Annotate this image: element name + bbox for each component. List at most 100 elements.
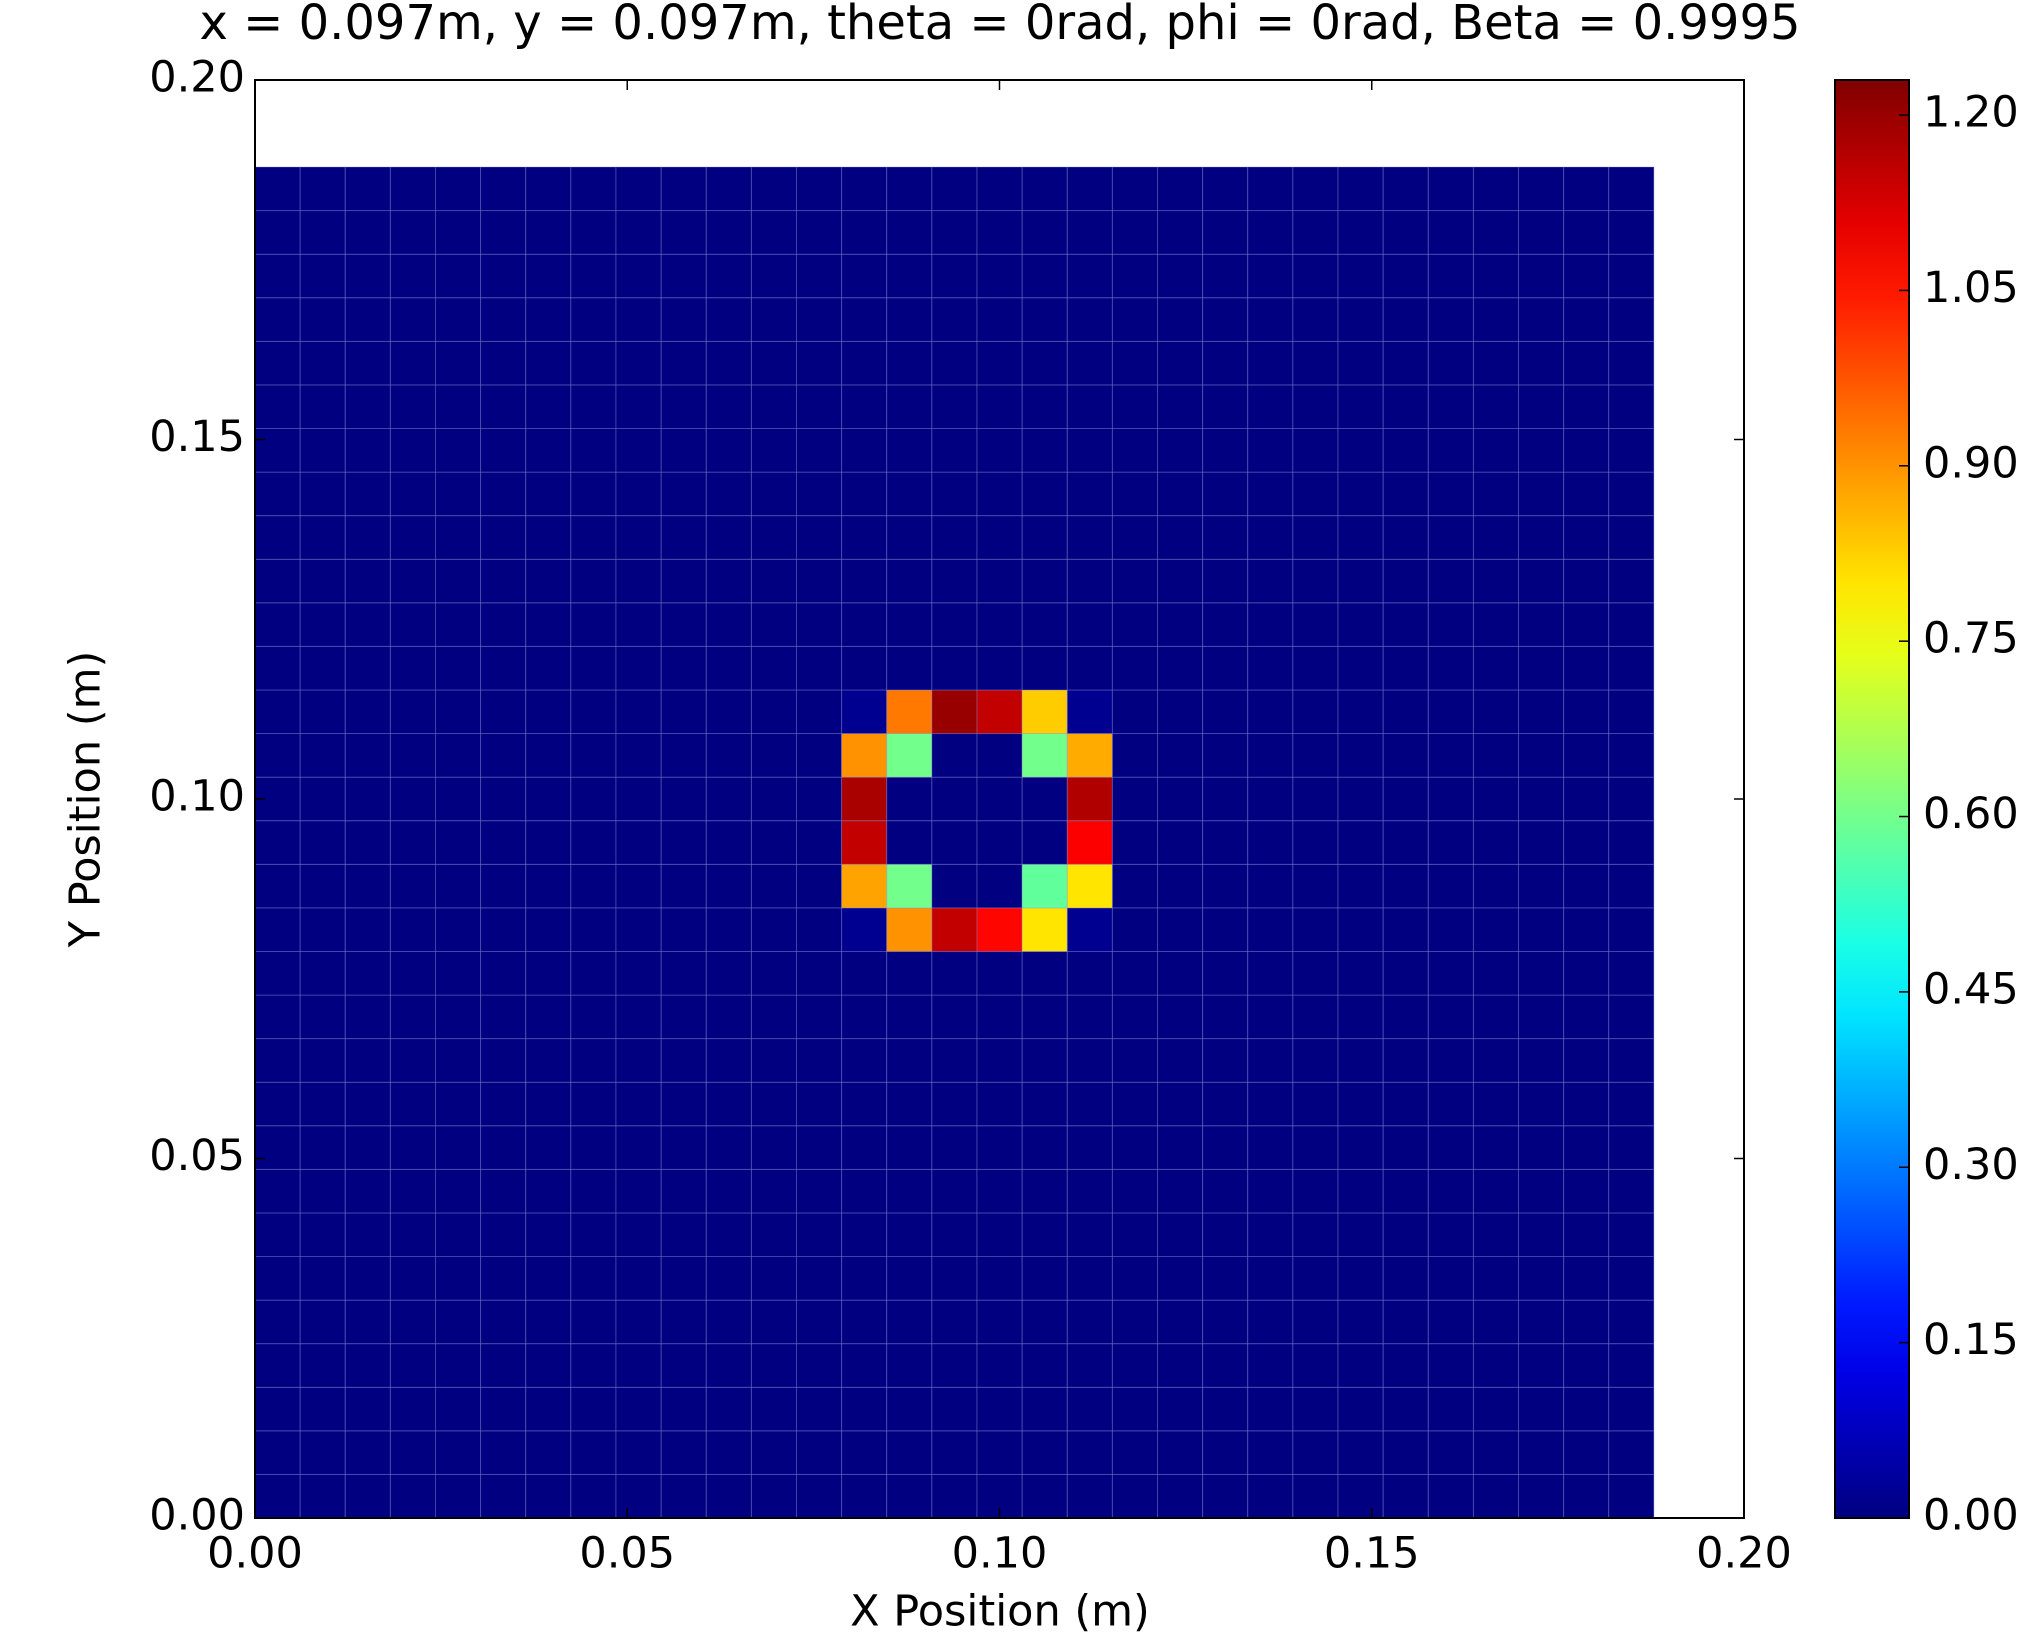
heatmap-cell: [1066, 733, 1113, 778]
heatmap-cell: [750, 1212, 798, 1258]
heatmap-cell: [1202, 1256, 1249, 1301]
heatmap-cell: [525, 1430, 572, 1475]
heatmap-cell: [660, 427, 707, 473]
heatmap-cell: [1111, 1299, 1159, 1345]
heatmap-cell: [1608, 1168, 1655, 1214]
heatmap-cell: [615, 1473, 662, 1519]
heatmap-cell: [841, 689, 888, 735]
colorbar-tick-label: 0.45: [1923, 964, 2019, 1014]
heatmap-cell: [1608, 297, 1655, 342]
heatmap-cell: [299, 1299, 346, 1345]
heatmap-cell: [660, 1430, 707, 1475]
heatmap-cell: [299, 427, 346, 473]
heatmap-cell: [1427, 907, 1474, 952]
heatmap-cell: [525, 384, 572, 429]
heatmap-cell: [796, 427, 843, 473]
heatmap-cell: [1518, 297, 1565, 342]
heatmap-cell: [435, 994, 482, 1040]
heatmap-cell: [525, 863, 572, 909]
heatmap-cell: [254, 863, 301, 909]
heatmap-cell: [1111, 1168, 1159, 1214]
heatmap-cell: [389, 340, 437, 386]
heatmap-cell: [931, 1212, 978, 1258]
heatmap-cell: [1518, 253, 1565, 299]
heatmap-cell: [1382, 1343, 1429, 1388]
heatmap-cell: [1292, 515, 1339, 560]
heatmap-cell: [931, 1473, 978, 1519]
heatmap-cell: [1066, 340, 1113, 386]
heatmap-cell: [1202, 645, 1249, 691]
x-tick-label: 0.15: [1324, 1529, 1420, 1579]
heatmap-cell: [254, 297, 301, 342]
heatmap-cell: [1382, 1212, 1429, 1258]
heatmap-cell: [570, 253, 617, 299]
heatmap-cell: [480, 515, 527, 560]
heatmap-cell: [344, 1473, 391, 1519]
heatmap-cell: [750, 602, 798, 647]
heatmap-cell: [705, 907, 752, 952]
heatmap-cell: [1472, 776, 1520, 822]
heatmap-cell: [976, 776, 1023, 822]
heatmap-cell: [344, 776, 391, 822]
heatmap-cell: [796, 820, 843, 865]
heatmap-cell: [1337, 1212, 1384, 1258]
heatmap-cell: [750, 1386, 798, 1432]
heatmap-cell: [1563, 820, 1610, 865]
heatmap-cell: [1382, 602, 1429, 647]
heatmap-cell: [570, 297, 617, 342]
heatmap-cell: [931, 471, 978, 517]
heatmap-cell: [1247, 340, 1294, 386]
heatmap-cell: [1337, 820, 1384, 865]
heatmap-cell: [299, 297, 346, 342]
heatmap-cell: [750, 1299, 798, 1345]
heatmap-cell: [1427, 950, 1474, 996]
heatmap-cell: [1337, 515, 1384, 560]
heatmap-cell: [1247, 950, 1294, 996]
heatmap-cell: [525, 1343, 572, 1388]
heatmap-cell: [796, 1386, 843, 1432]
heatmap-cell: [841, 471, 888, 517]
heatmap-cell: [389, 1430, 437, 1475]
heatmap-cell: [570, 471, 617, 517]
heatmap-cell: [389, 1473, 437, 1519]
heatmap-cell: [1382, 1081, 1429, 1127]
heatmap-cell: [1427, 863, 1474, 909]
heatmap-cell: [1111, 253, 1159, 299]
heatmap-cell: [931, 427, 978, 473]
heatmap-cell: [254, 1168, 301, 1214]
heatmap-cell: [1247, 210, 1294, 255]
heatmap-cell: [1157, 471, 1204, 517]
heatmap-cell: [344, 427, 391, 473]
heatmap-cell: [1472, 994, 1520, 1040]
heatmap-cell: [254, 515, 301, 560]
heatmap-cell: [1608, 863, 1655, 909]
heatmap-cell: [886, 384, 933, 429]
heatmap-cell: [1157, 210, 1204, 255]
heatmap-cell: [1157, 253, 1204, 299]
heatmap-cell: [1202, 820, 1249, 865]
heatmap-cell: [1066, 297, 1113, 342]
heatmap-cell: [570, 166, 617, 212]
heatmap-cell: [1021, 1081, 1068, 1127]
heatmap-cell: [1518, 515, 1565, 560]
heatmap-cell: [435, 340, 482, 386]
colorbar-tick-label: 1.20: [1923, 88, 2019, 138]
heatmap-cell: [705, 1212, 752, 1258]
heatmap-cell: [1111, 820, 1159, 865]
heatmap-cell: [480, 297, 527, 342]
heatmap-cell: [1111, 384, 1159, 429]
heatmap-cell: [480, 340, 527, 386]
heatmap-cell: [1066, 515, 1113, 560]
heatmap-cell: [796, 1212, 843, 1258]
y-tick-label: 0.15: [149, 412, 245, 462]
heatmap-cell: [1202, 1038, 1249, 1083]
heatmap-cell: [344, 1038, 391, 1083]
heatmap-cell: [344, 210, 391, 255]
heatmap-cell: [1608, 1038, 1655, 1083]
heatmap-cell: [841, 1081, 888, 1127]
heatmap-cell: [1111, 427, 1159, 473]
heatmap-cell: [1337, 994, 1384, 1040]
heatmap-cell: [1608, 471, 1655, 517]
heatmap-cell: [1472, 645, 1520, 691]
heatmap-cell: [750, 471, 798, 517]
